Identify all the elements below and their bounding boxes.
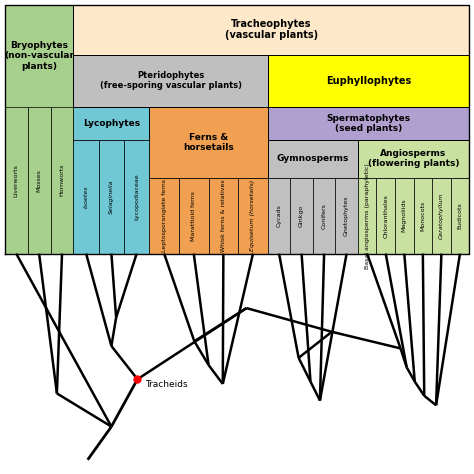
Text: Pteridophytes
(free-sporing vascular plants): Pteridophytes (free-sporing vascular pla… — [100, 71, 242, 90]
Bar — [73, 5, 469, 55]
Text: Whisk ferns & relatives: Whisk ferns & relatives — [221, 179, 226, 252]
Bar — [413, 178, 432, 254]
Bar — [209, 178, 238, 254]
Text: Tracheophytes
(vascular plants): Tracheophytes (vascular plants) — [225, 19, 318, 40]
Text: Mosses: Mosses — [36, 169, 42, 191]
Bar — [73, 140, 99, 254]
Bar — [268, 55, 469, 107]
Text: Monocots: Monocots — [420, 201, 425, 231]
Bar — [268, 178, 290, 254]
Bar — [149, 178, 179, 254]
Text: Gymnosperms: Gymnosperms — [277, 155, 349, 163]
Bar — [358, 178, 376, 254]
Bar — [268, 140, 358, 178]
Text: Ferns &
horsetails: Ferns & horsetails — [183, 133, 234, 152]
Bar — [73, 55, 268, 107]
Text: Spermatophytes
(seed plants): Spermatophytes (seed plants) — [327, 114, 410, 133]
Bar — [395, 178, 413, 254]
Text: Angiosperms
(flowering plants): Angiosperms (flowering plants) — [368, 149, 459, 168]
Text: Conifers: Conifers — [321, 203, 327, 228]
Bar — [99, 140, 124, 254]
Text: Bryophytes
(non-vascular
plants): Bryophytes (non-vascular plants) — [4, 41, 74, 71]
Bar — [73, 107, 149, 140]
Text: Eudicots: Eudicots — [457, 202, 463, 229]
Text: Lycophytes: Lycophytes — [83, 119, 140, 128]
Text: Leptosporangiate ferns: Leptosporangiate ferns — [162, 179, 167, 252]
Text: Magnoliids: Magnoliids — [402, 199, 407, 232]
Bar — [290, 178, 313, 254]
Text: Isoetes: Isoetes — [83, 185, 89, 208]
Text: Marattioid ferns: Marattioid ferns — [191, 191, 196, 241]
Bar — [335, 178, 358, 254]
Text: Chloranthales: Chloranthales — [383, 194, 388, 237]
Bar — [179, 178, 209, 254]
Text: Lycopodiaceae: Lycopodiaceae — [134, 173, 139, 220]
Text: Selaginella: Selaginella — [109, 180, 114, 214]
Text: Ceratophyllum: Ceratophyllum — [439, 192, 444, 239]
Text: Gnetophytes: Gnetophytes — [344, 195, 349, 236]
Bar — [451, 178, 469, 254]
Text: Liverworts: Liverworts — [14, 164, 18, 197]
Text: Ginkgo: Ginkgo — [299, 205, 304, 227]
Text: Hornworts: Hornworts — [60, 164, 64, 196]
Bar — [51, 107, 73, 254]
Bar — [149, 107, 268, 178]
Bar — [238, 178, 268, 254]
Bar — [358, 140, 469, 178]
Bar — [27, 107, 51, 254]
Bar — [376, 178, 395, 254]
Bar — [5, 107, 27, 254]
Text: Equisetum (horsetails): Equisetum (horsetails) — [250, 180, 255, 251]
Bar — [5, 5, 73, 254]
Text: Basal angiosperms (paraphyletic): Basal angiosperms (paraphyletic) — [365, 163, 370, 269]
Text: Tracheids: Tracheids — [146, 380, 188, 389]
Bar — [432, 178, 451, 254]
Text: Cycads: Cycads — [276, 204, 282, 227]
Bar — [124, 140, 149, 254]
Bar — [268, 107, 469, 140]
Text: Euphyllophytes: Euphyllophytes — [326, 75, 411, 86]
Bar — [313, 178, 335, 254]
